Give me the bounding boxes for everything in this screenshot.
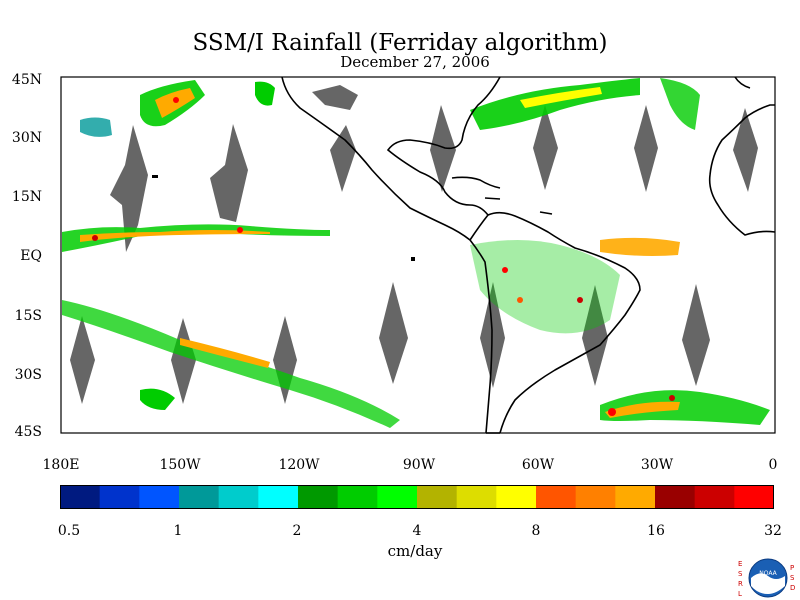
rainfall-map (60, 76, 776, 434)
colorbar-swatch-16 (694, 485, 735, 509)
colorbar-swatch-17 (734, 485, 774, 509)
colorbar-tick-1: 1 (173, 523, 183, 539)
lon-label-30w: 30W (640, 457, 674, 473)
lat-label-15s: 15S (14, 308, 42, 324)
colorbar-swatch-15 (655, 485, 696, 509)
colorbar-swatch-0 (60, 485, 101, 509)
logo-esrl-e: E (738, 560, 742, 568)
lat-label-45s: 45S (14, 424, 42, 440)
colorbar-swatch-14 (615, 485, 656, 509)
lat-label-15n: 15N (11, 189, 42, 205)
colorbar-swatch-12 (536, 485, 577, 509)
colorbar-tick-8: 8 (531, 523, 541, 539)
colorbar-swatch-9 (417, 485, 458, 509)
lon-label-150w: 150W (159, 457, 201, 473)
lat-label-30n: 30N (11, 130, 42, 146)
lon-label-120w: 120W (278, 457, 320, 473)
rain-patches (62, 78, 770, 428)
logo-psd-d: D (790, 584, 795, 592)
logo-esrl-r: R (738, 580, 743, 588)
colorbar-border (60, 485, 774, 509)
colorbar-swatch-7 (337, 485, 378, 509)
colorbar-swatch-1 (99, 485, 140, 509)
chart-subtitle: December 27, 2006 (340, 53, 490, 71)
logo-psd-s: S (790, 574, 795, 582)
lat-label-eq: EQ (20, 248, 42, 264)
colorbar-swatch-10 (456, 485, 497, 509)
coastlines (281, 76, 776, 434)
colorbar-swatch-11 (496, 485, 537, 509)
logo-esrl-l: L (738, 590, 742, 598)
logo-noaa-text: NOAA (759, 570, 777, 577)
colorbar-tick-4: 4 (412, 523, 422, 539)
lon-label-60w: 60W (521, 457, 555, 473)
colorbar-swatch-5 (258, 485, 299, 509)
noaa-logo: E S R L P S D NOAA (738, 558, 795, 598)
colorbar-swatch-2 (139, 485, 180, 509)
colorbar (60, 485, 774, 509)
lat-label-45n: 45N (11, 72, 42, 88)
logo-psd-p: P (790, 564, 794, 572)
colorbar-swatch-8 (377, 485, 418, 509)
colorbar-swatch-3 (179, 485, 220, 509)
lon-label-0: 0 (768, 457, 778, 473)
colorbar-tick-16: 16 (647, 523, 665, 539)
logo-esrl-s: S (738, 570, 743, 578)
lon-label-90w: 90W (402, 457, 436, 473)
colorbar-tick-32: 32 (764, 523, 782, 539)
chart-title: SSM/I Rainfall (Ferriday algorithm) (192, 30, 608, 56)
colorbar-tick-2: 2 (292, 523, 302, 539)
colorbar-tick-0-5: 0.5 (57, 523, 81, 539)
colorbar-units: cm/day (387, 542, 443, 560)
colorbar-swatch-4 (218, 485, 259, 509)
colorbar-swatch-13 (575, 485, 616, 509)
colorbar-swatch-6 (298, 485, 339, 509)
lat-label-30s: 30S (14, 367, 42, 383)
lon-label-180e: 180E (42, 457, 80, 473)
